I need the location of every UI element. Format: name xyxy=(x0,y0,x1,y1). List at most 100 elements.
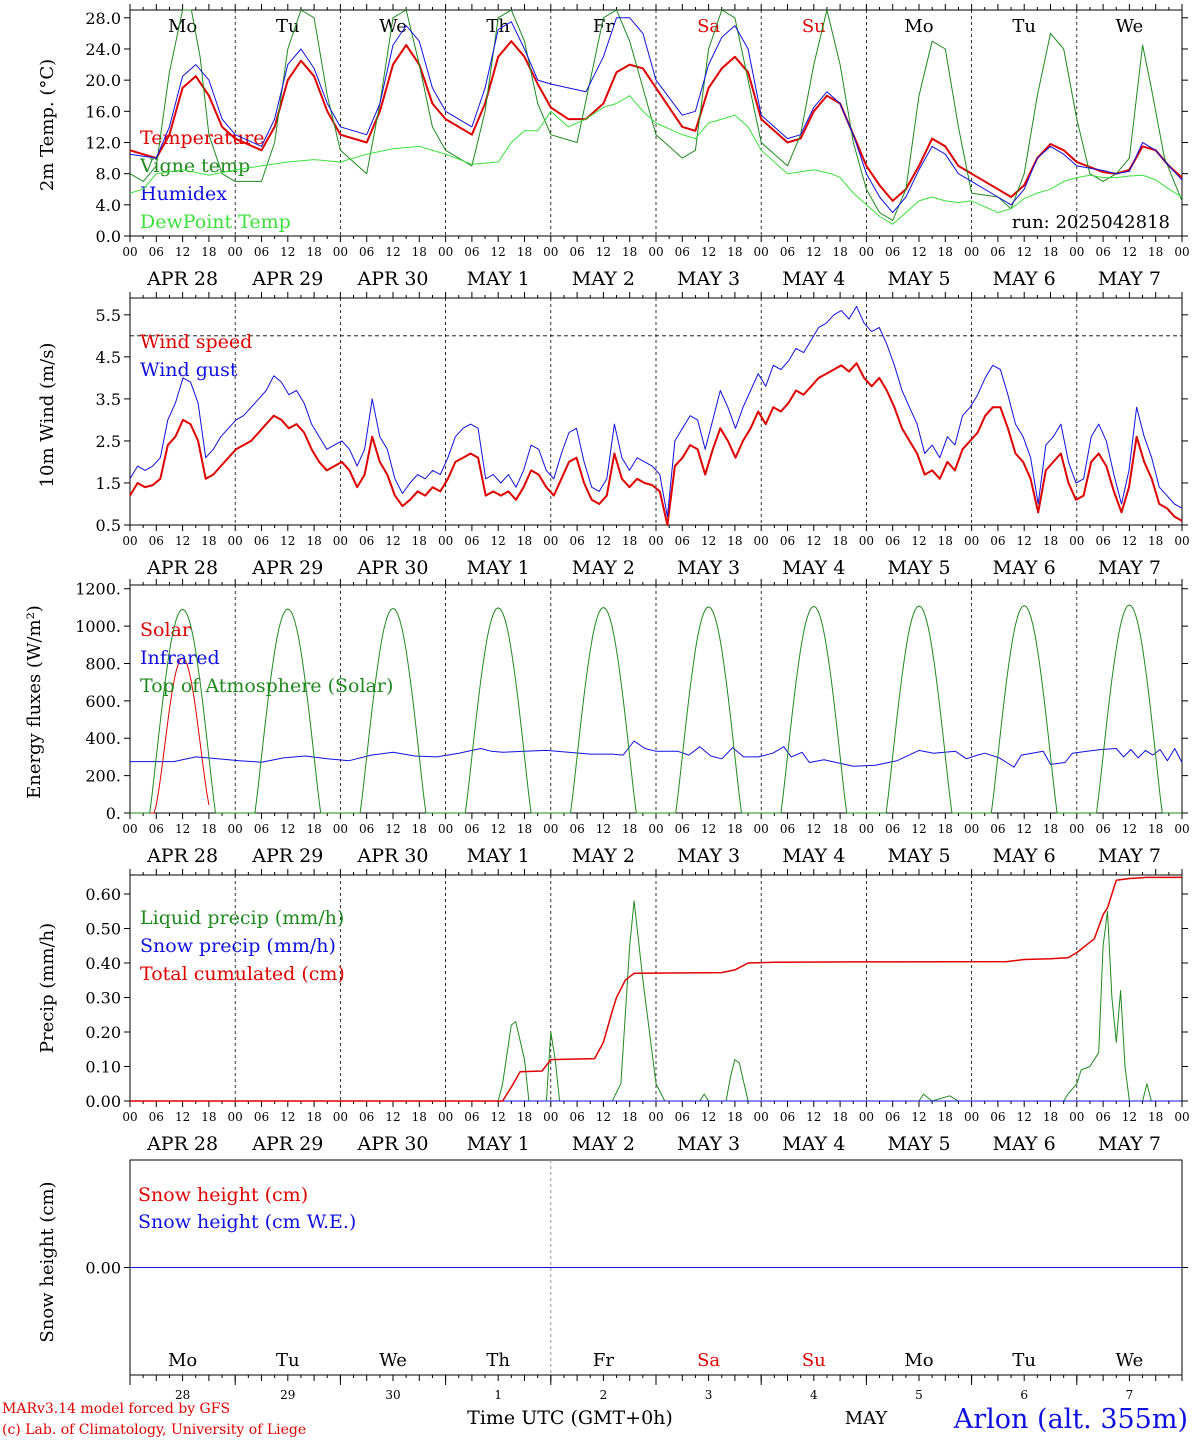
hour-label: 06 xyxy=(569,245,584,259)
hour-label: 18 xyxy=(1148,1110,1163,1124)
hour-label: 18 xyxy=(1043,534,1058,548)
footer: MARv3.14 model forced by GFS (c) Lab. of… xyxy=(2,1401,1188,1438)
day-label: MAY 1 xyxy=(467,268,530,290)
hour-label: 18 xyxy=(306,822,321,836)
hour-label: 00 xyxy=(543,245,558,259)
day-label: APR 28 xyxy=(146,268,218,290)
weekday-label: Mo xyxy=(168,1350,197,1371)
hour-label: 00 xyxy=(754,1110,769,1124)
hour-label: 18 xyxy=(1148,245,1163,259)
hour-label: 12 xyxy=(1122,245,1137,259)
hour-label: 06 xyxy=(675,534,690,548)
hour-label: 12 xyxy=(596,1110,611,1124)
weekday-label: Sa xyxy=(697,1350,720,1371)
weekday-label: Tu xyxy=(1012,1350,1036,1371)
run-annotation: run: 2025042818 xyxy=(1012,212,1170,233)
hour-label: 12 xyxy=(911,534,926,548)
hour-label: 00 xyxy=(333,822,348,836)
hour-label: 00 xyxy=(648,534,663,548)
hour-label: 18 xyxy=(201,245,216,259)
day-label: MAY 3 xyxy=(677,845,740,867)
time-axis-label: Time UTC (GMT+0h) xyxy=(467,1407,673,1429)
y-tick-label: 24.0 xyxy=(85,40,121,59)
hour-label: 12 xyxy=(175,534,190,548)
hour-label: 06 xyxy=(359,534,374,548)
month-label: MAY xyxy=(845,1408,889,1429)
hour-label: 00 xyxy=(754,822,769,836)
hour-label: 12 xyxy=(385,245,400,259)
day-number: 30 xyxy=(385,1388,400,1402)
hour-label: 18 xyxy=(412,245,427,259)
series-line xyxy=(130,740,1183,768)
weekday-label: Tu xyxy=(276,1350,300,1371)
day-label: MAY 7 xyxy=(1098,268,1161,290)
y-tick-label: 16.0 xyxy=(85,102,121,121)
weekday-label: Th xyxy=(486,1350,510,1371)
hour-label: 18 xyxy=(201,534,216,548)
hour-label: 18 xyxy=(727,1110,742,1124)
day-label: MAY 2 xyxy=(572,268,635,290)
hour-label: 00 xyxy=(859,245,874,259)
weekday-label: Fr xyxy=(593,16,614,37)
series-line xyxy=(129,17,1183,214)
hour-label: 06 xyxy=(885,822,900,836)
hour-label: 00 xyxy=(1174,534,1189,548)
legend-entry: Snow precip (mm/h) xyxy=(140,935,336,957)
hour-label: 00 xyxy=(228,245,243,259)
hour-label: 00 xyxy=(1174,822,1189,836)
station-label: Arlon (alt. 355m) xyxy=(953,1404,1188,1435)
hour-label: 12 xyxy=(911,1110,926,1124)
day-label: MAY 4 xyxy=(782,845,845,867)
hour-label: 18 xyxy=(412,534,427,548)
day-label: MAY 6 xyxy=(993,268,1056,290)
y-tick-label: 0.40 xyxy=(85,954,121,973)
hour-label: 18 xyxy=(938,245,953,259)
legend-entry: Solar xyxy=(140,619,192,641)
legend-entry: Total cumulated (cm) xyxy=(140,963,345,985)
hour-label: 00 xyxy=(1069,822,1084,836)
hour-label: 12 xyxy=(1122,1110,1137,1124)
hour-label: 00 xyxy=(1069,245,1084,259)
day-label: MAY 2 xyxy=(572,845,635,867)
hour-label: 06 xyxy=(464,822,479,836)
energy-panel: Energy fluxes (W/m²) 0. 200. 400. 600. 800. 1… xyxy=(24,579,1190,867)
precip-ylabel: Precip (mm/h) xyxy=(37,923,58,1053)
hour-label: 18 xyxy=(832,245,847,259)
y-tick-label: 200. xyxy=(85,767,121,786)
weekday-label: Tu xyxy=(276,16,300,37)
hour-label: 06 xyxy=(464,534,479,548)
day-label: APR 30 xyxy=(356,1133,428,1155)
hour-label: 06 xyxy=(885,534,900,548)
series-line xyxy=(130,900,1182,1102)
hour-label: 12 xyxy=(911,822,926,836)
hour-label: 06 xyxy=(1095,245,1110,259)
hour-label: 18 xyxy=(727,822,742,836)
hour-label: 00 xyxy=(648,822,663,836)
y-tick-label: 12.0 xyxy=(85,133,121,152)
hour-label: 00 xyxy=(859,534,874,548)
hour-label: 18 xyxy=(622,245,637,259)
day-label: MAY 6 xyxy=(993,845,1056,867)
hour-label: 00 xyxy=(543,1110,558,1124)
y-tick-label: 8.0 xyxy=(96,165,121,184)
hour-label: 00 xyxy=(754,534,769,548)
legend-entry: Infrared xyxy=(140,647,220,669)
y-tick-label: 0.5 xyxy=(96,516,121,535)
hour-label: 06 xyxy=(885,1110,900,1124)
y-tick-label: 0.0 xyxy=(96,227,121,246)
hour-label: 18 xyxy=(727,245,742,259)
hour-label: 06 xyxy=(254,534,269,548)
day-label: APR 30 xyxy=(356,268,428,290)
series-line xyxy=(130,604,1182,814)
y-tick-label: 1000. xyxy=(75,617,121,636)
y-tick-label: 0. xyxy=(106,804,121,823)
wind-ylabel: 10m Wind (m/s) xyxy=(37,343,58,488)
weekday-label: Mo xyxy=(904,16,933,37)
hour-label: 00 xyxy=(754,245,769,259)
y-tick-label: 3.5 xyxy=(96,390,121,409)
day-label: MAY 5 xyxy=(887,1133,950,1155)
hour-label: 12 xyxy=(280,822,295,836)
hour-label: 06 xyxy=(780,245,795,259)
weekday-label: Tu xyxy=(1012,16,1036,37)
y-tick-label: 4.5 xyxy=(96,348,121,367)
